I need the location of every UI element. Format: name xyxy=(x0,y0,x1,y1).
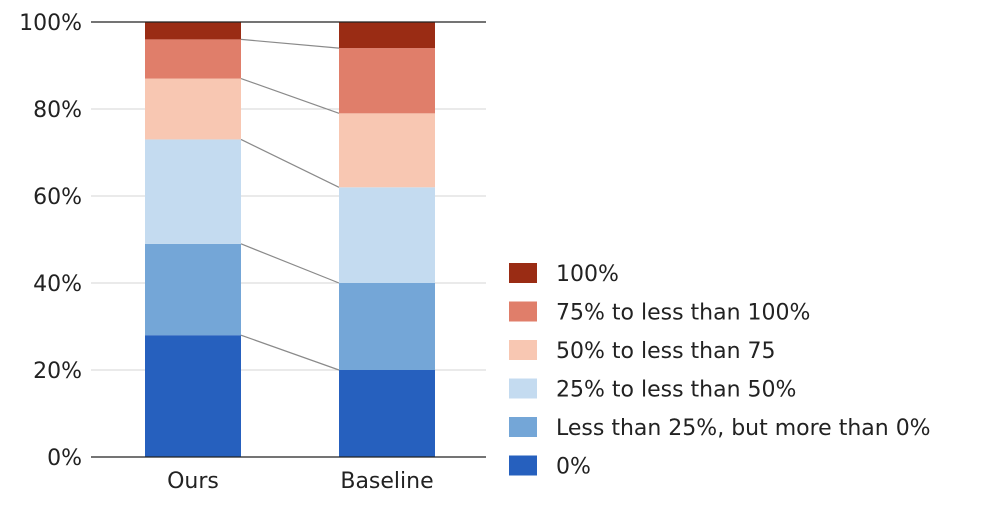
bar-segment xyxy=(145,335,241,457)
legend-item: 50% to less than 75 xyxy=(509,339,776,364)
bar-segment xyxy=(145,243,241,336)
bar-segment xyxy=(145,39,241,79)
bar-connector-lines xyxy=(240,38,340,371)
legend-item: 25% to less than 50% xyxy=(509,378,796,403)
y-tick-label: 20% xyxy=(33,359,82,384)
connector-line xyxy=(240,138,340,188)
bar-segment xyxy=(145,78,241,140)
legend-label: 0% xyxy=(556,455,591,480)
y-tick-labels: 0% 20% 40% 60% 80% 100% xyxy=(19,11,82,471)
y-tick-label: 60% xyxy=(33,185,82,210)
bar-segment xyxy=(339,113,435,188)
connector-line xyxy=(240,243,340,284)
bars xyxy=(145,22,435,457)
legend-item: 75% to less than 100% xyxy=(509,301,810,326)
bar-segment xyxy=(145,139,241,244)
bar-segment xyxy=(339,22,435,49)
axes xyxy=(91,21,486,458)
legend-label: 25% to less than 50% xyxy=(556,378,796,403)
x-tick-labels: Ours Baseline xyxy=(167,469,434,494)
y-tick-label: 40% xyxy=(33,272,82,297)
legend-label: 50% to less than 75 xyxy=(556,339,776,364)
bar-segment xyxy=(339,370,435,457)
legend-item: 100% xyxy=(509,262,619,287)
y-tick-label: 100% xyxy=(19,11,82,36)
connector-line xyxy=(240,334,340,371)
bar-segment xyxy=(145,22,241,40)
legend-swatch xyxy=(509,455,537,476)
legend-label: 75% to less than 100% xyxy=(556,301,810,326)
legend-swatch xyxy=(509,263,537,283)
y-tick-label: 80% xyxy=(33,98,82,123)
legend-swatch xyxy=(509,340,537,360)
bar-segment xyxy=(339,187,435,283)
legend-item: 0% xyxy=(509,455,591,480)
legend: 100% 75% to less than 100% 50% to less tha… xyxy=(509,262,931,480)
bar-segment xyxy=(339,48,435,114)
bar-segment xyxy=(339,283,435,370)
legend-swatch xyxy=(509,301,537,322)
y-tick-label: 0% xyxy=(47,446,82,471)
legend-swatch xyxy=(509,417,537,437)
legend-label: 100% xyxy=(556,262,619,287)
legend-item: Less than 25%, but more than 0% xyxy=(509,416,931,441)
x-tick-label: Baseline xyxy=(340,469,433,494)
x-tick-label: Ours xyxy=(167,469,219,494)
connector-line xyxy=(240,38,340,49)
connector-line xyxy=(240,77,340,114)
legend-swatch xyxy=(509,378,537,399)
legend-label: Less than 25%, but more than 0% xyxy=(556,416,931,441)
